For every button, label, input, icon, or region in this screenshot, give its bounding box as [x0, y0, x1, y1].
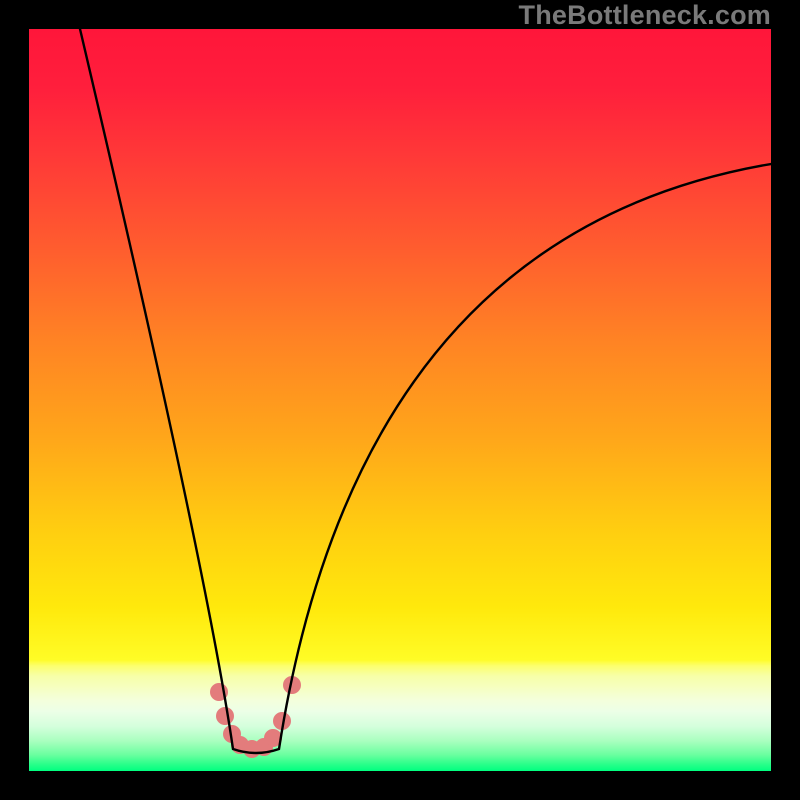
chart-svg [29, 29, 771, 771]
watermark-text: TheBottleneck.com [519, 0, 771, 31]
chart-plot-area [29, 29, 771, 771]
highlight-dot [217, 708, 234, 725]
